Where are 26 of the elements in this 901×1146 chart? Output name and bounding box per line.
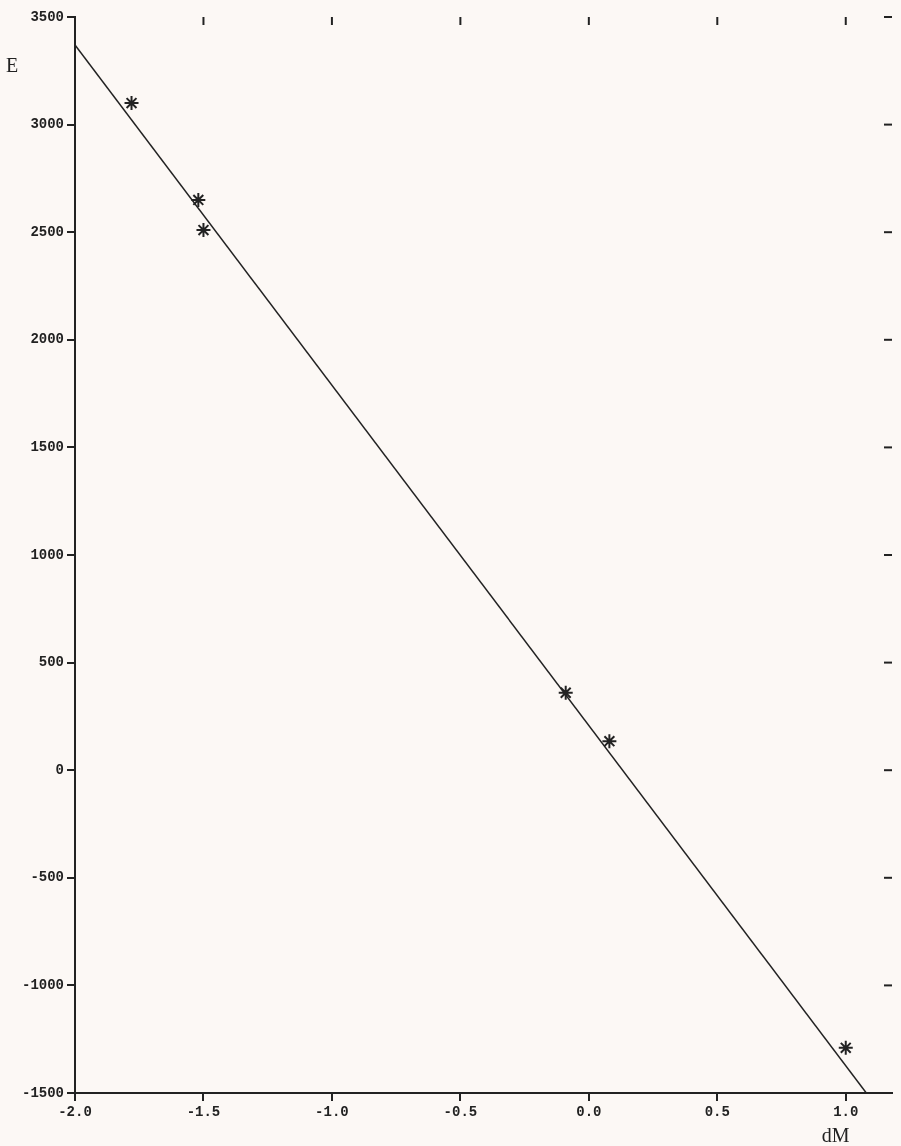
- y-tick-label: 1000: [30, 546, 64, 563]
- point: [557, 684, 574, 701]
- y-tick-label: 500: [38, 654, 64, 671]
- x-axis-title: dM: [821, 1124, 850, 1146]
- y-tick-label: 0: [55, 761, 64, 778]
- point: [195, 222, 212, 239]
- y-tick-label: -1000: [21, 976, 64, 993]
- x-tick-label: -1.0: [315, 1103, 349, 1120]
- y-tick-label: 2000: [30, 331, 64, 348]
- point: [190, 191, 207, 208]
- y-tick-label: -500: [30, 869, 64, 886]
- point: [837, 1039, 854, 1056]
- point: [601, 733, 618, 750]
- y-axis-title: E: [6, 54, 19, 77]
- x-tick-label: -0.5: [443, 1103, 478, 1120]
- y-tick-label: 3000: [30, 116, 64, 133]
- x-tick-label: -2.0: [58, 1103, 92, 1120]
- y-tick-label: 2500: [30, 223, 64, 240]
- point: [123, 95, 140, 112]
- x-tick-label: 1.0: [833, 1103, 859, 1120]
- y-tick-label: 3500: [30, 8, 64, 25]
- x-tick-label: -1.5: [186, 1103, 221, 1120]
- y-tick-label: 1500: [30, 438, 64, 455]
- y-tick-label: -1500: [21, 1084, 64, 1101]
- x-tick-label: 0.0: [576, 1103, 602, 1120]
- x-tick-label: 0.5: [704, 1103, 730, 1120]
